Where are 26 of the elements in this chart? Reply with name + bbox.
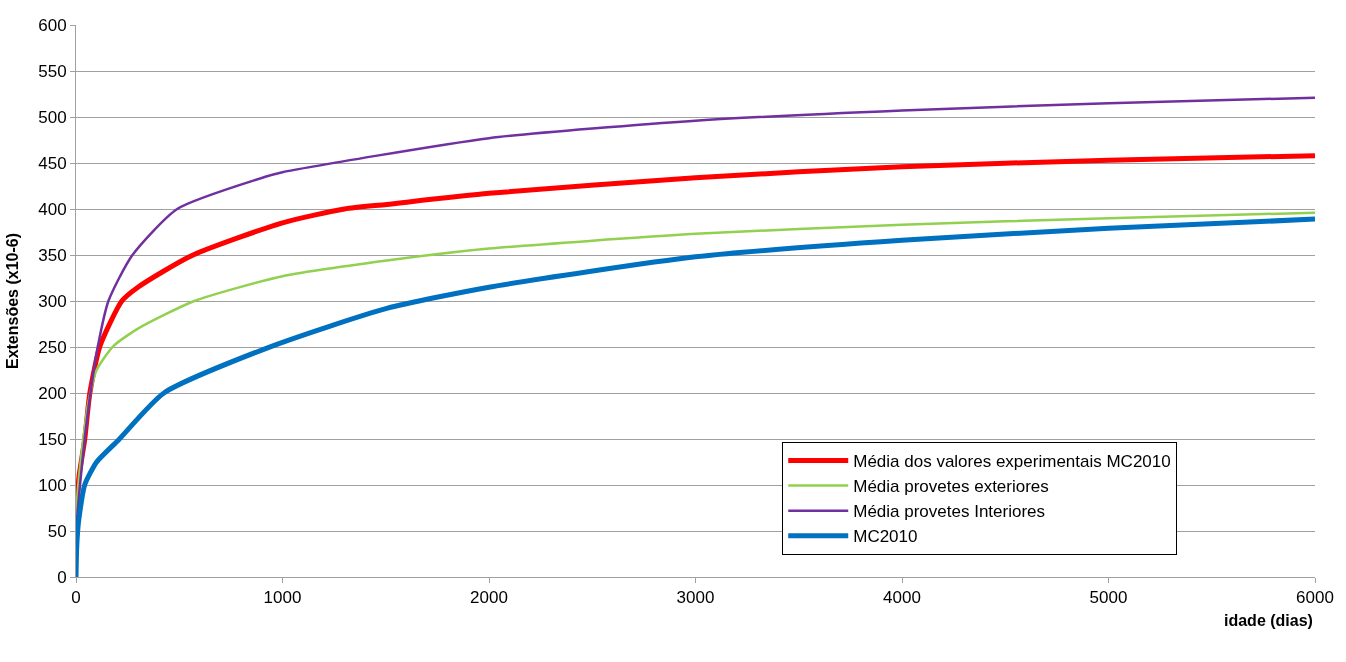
y-tick-label: 150: [38, 429, 67, 449]
y-tick-label: 300: [38, 291, 67, 311]
legend-label: Média dos valores experimentais MC2010: [853, 452, 1171, 472]
x-axis-title: idade (dias): [1224, 612, 1313, 629]
legend-label: MC2010: [853, 527, 918, 547]
x-tick-label: 6000: [1296, 588, 1334, 608]
y-tick-label: 350: [38, 245, 67, 265]
y-tick-label: 200: [38, 383, 67, 403]
y-tick-label: 50: [47, 521, 67, 541]
y-axis-title: Extensões (x10-6): [4, 232, 22, 370]
legend-label: Média provetes Interiores: [853, 502, 1046, 522]
x-tick-label: 5000: [1089, 588, 1128, 608]
x-tick-label: 2000: [470, 588, 508, 608]
legend-label: Média provetes exteriores: [853, 477, 1049, 497]
y-tick-label: 450: [38, 153, 67, 173]
x-tick-label: 1000: [263, 588, 302, 608]
y-tick-label: 600: [38, 15, 67, 35]
y-tick-label: 400: [38, 199, 67, 219]
x-tick-label: 3000: [676, 588, 715, 608]
x-tick-label: 0: [71, 588, 81, 608]
y-tick-label: 250: [38, 337, 67, 357]
y-tick-label: 100: [38, 475, 67, 495]
x-tick-label: 4000: [883, 588, 921, 608]
y-tick-label: 0: [57, 567, 67, 587]
y-tick-label: 500: [38, 107, 67, 127]
y-tick-label: 550: [38, 61, 67, 81]
